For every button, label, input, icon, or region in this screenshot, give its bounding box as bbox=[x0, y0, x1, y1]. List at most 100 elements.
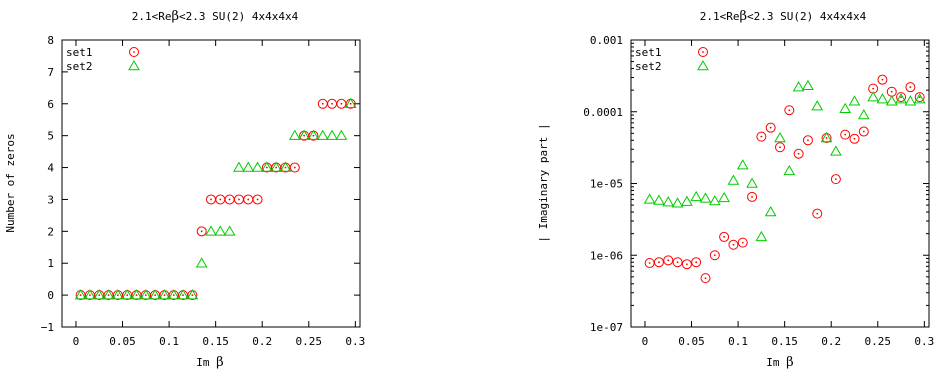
set1-point bbox=[252, 194, 263, 205]
set1-point bbox=[672, 257, 683, 268]
x-tick-label: 0 bbox=[642, 335, 649, 348]
set1-point bbox=[233, 194, 244, 205]
set2-point bbox=[802, 79, 814, 91]
set1-point bbox=[905, 82, 916, 93]
x-axis-label: Im β bbox=[196, 355, 223, 370]
set2-point bbox=[298, 129, 310, 140]
y-ticks: −1 0 1 2 3 4 5 6 7 8 bbox=[41, 34, 360, 334]
x-ticks: 0 0.05 0.1 0.15 0.2 0.25 0.3 bbox=[642, 40, 934, 348]
set2-point bbox=[811, 100, 824, 111]
legend-marker-set2 bbox=[697, 59, 709, 71]
set2-point bbox=[102, 289, 115, 300]
legend-label-set1: set1 bbox=[66, 46, 93, 59]
imaginary-part-chart: 2.1<Reβ<2.3 SU(2) 4x4x4x4 1e-071e-061e-0… bbox=[537, 9, 934, 370]
set2-point bbox=[139, 289, 152, 300]
x-tick-label: 0.1 bbox=[728, 335, 748, 348]
set2-point bbox=[270, 161, 283, 172]
set1-point bbox=[849, 133, 860, 144]
y-tick-label: 1 bbox=[47, 257, 54, 270]
y-tick-label: 2 bbox=[47, 225, 54, 238]
plot-frame bbox=[630, 39, 930, 328]
x-tick-label: 0.3 bbox=[345, 335, 365, 348]
set2-point bbox=[690, 190, 703, 202]
legend-label-set1: set1 bbox=[635, 46, 662, 59]
set2-point bbox=[112, 289, 124, 300]
y-axis-label: Number of zeros bbox=[4, 133, 17, 232]
data-points bbox=[643, 74, 926, 284]
set2-point bbox=[764, 206, 777, 217]
set2-point bbox=[261, 161, 273, 172]
set2-point bbox=[643, 193, 656, 204]
y-axis-label: | Imaginary part | bbox=[537, 123, 550, 242]
set1-point bbox=[327, 98, 338, 109]
set1-point bbox=[858, 126, 869, 137]
set2-point bbox=[783, 164, 796, 176]
y-tick-label: 0 bbox=[47, 289, 54, 302]
set1-point bbox=[868, 83, 879, 94]
legend-marker-set1 bbox=[129, 47, 139, 57]
set1-point bbox=[756, 131, 767, 142]
set2-point bbox=[307, 129, 320, 140]
set1-point bbox=[812, 208, 823, 219]
set2-point bbox=[205, 225, 217, 236]
legend-marker-set1 bbox=[698, 47, 708, 57]
set1-point bbox=[243, 194, 254, 205]
set1-point bbox=[709, 250, 720, 261]
y-tick-label: 8 bbox=[47, 34, 54, 47]
set2-point bbox=[242, 161, 255, 172]
chart-title: 2.1<Reβ<2.3 SU(2) 4x4x4x4 bbox=[700, 9, 867, 24]
set1-point bbox=[802, 135, 813, 146]
x-tick-label: 0.15 bbox=[202, 335, 229, 348]
set2-point bbox=[335, 129, 348, 140]
y-tick-label: 1e-07 bbox=[590, 321, 623, 334]
set2-point bbox=[279, 161, 292, 172]
set1-point bbox=[317, 98, 328, 109]
set2-point bbox=[857, 109, 870, 120]
set1-point bbox=[737, 237, 748, 248]
x-ticks: 0 0.05 0.1 0.15 0.2 0.25 0.3 bbox=[73, 40, 365, 348]
x-axis-label: Im β bbox=[766, 355, 793, 370]
set2-point bbox=[130, 289, 143, 300]
set1-point bbox=[728, 239, 739, 250]
y-tick-label: 5 bbox=[47, 130, 54, 143]
set2-point bbox=[84, 289, 96, 300]
set2-point bbox=[344, 97, 357, 109]
set2-point bbox=[708, 195, 721, 206]
y-tick-label: 4 bbox=[47, 162, 54, 175]
set2-point bbox=[774, 132, 786, 143]
set2-point bbox=[316, 129, 329, 140]
y-tick-label: 7 bbox=[47, 66, 54, 79]
y-tick-label: −1 bbox=[41, 321, 54, 334]
set1-point bbox=[784, 105, 795, 116]
set1-point bbox=[215, 194, 226, 205]
set1-point bbox=[886, 86, 897, 97]
set1-point bbox=[765, 122, 776, 133]
set2-point bbox=[839, 102, 852, 114]
set1-point bbox=[224, 194, 235, 205]
set2-point bbox=[251, 161, 264, 172]
set2-point bbox=[326, 129, 338, 140]
set1-point bbox=[336, 98, 347, 109]
x-tick-label: 0.15 bbox=[771, 335, 798, 348]
set2-point bbox=[848, 95, 861, 106]
set2-point bbox=[904, 95, 917, 106]
set2-point bbox=[214, 225, 227, 236]
legend-marker-set2 bbox=[128, 59, 140, 71]
set2-point bbox=[653, 194, 665, 205]
set1-point bbox=[719, 231, 730, 242]
set1-point bbox=[877, 74, 888, 85]
x-tick-label: 0.2 bbox=[252, 335, 272, 348]
set2-point bbox=[167, 289, 180, 300]
legend-label-set2: set2 bbox=[635, 60, 662, 73]
y-ticks: 1e-07 1e-06 1e-05 0.0001 0.001 bbox=[583, 34, 929, 334]
set2-point bbox=[913, 93, 926, 104]
set2-point bbox=[121, 289, 134, 300]
set2-point bbox=[93, 289, 106, 300]
set2-point bbox=[755, 230, 768, 242]
chart-title: 2.1<Reβ<2.3 SU(2) 4x4x4x4 bbox=[132, 9, 299, 24]
x-tick-label: 0.05 bbox=[678, 335, 705, 348]
set2-point bbox=[718, 191, 730, 203]
set1-point bbox=[663, 255, 674, 266]
